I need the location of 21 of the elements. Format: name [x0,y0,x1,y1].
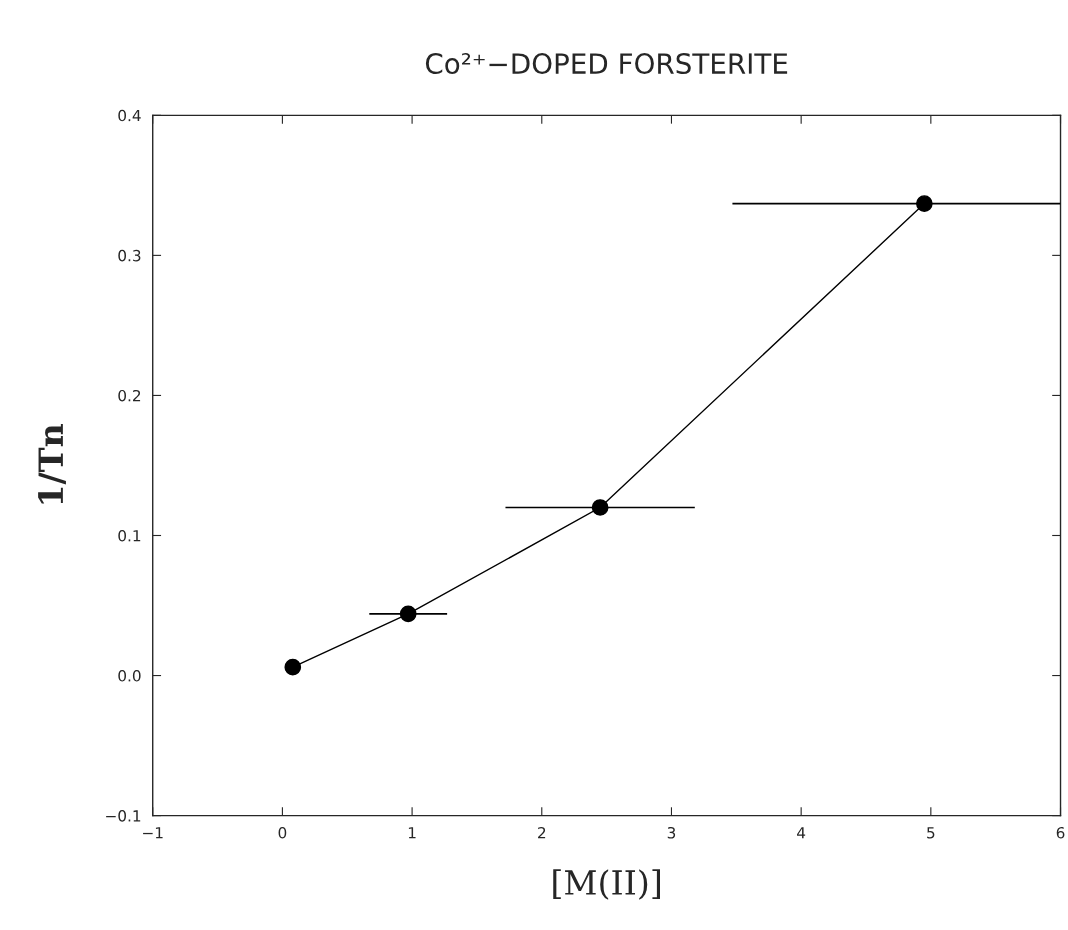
x-tick-label: 1 [408,827,416,839]
y-tick-label: 0.2 [118,389,141,402]
x-tick-label: 0 [278,826,287,839]
x-tick-label: 6 [1056,826,1065,839]
point [916,195,933,212]
x-tick-label: −1 [143,827,163,839]
x-tick-label: 3 [667,826,676,839]
y-tick-label: 0.0 [118,670,141,682]
y-tick-label: 0.4 [118,109,141,122]
y-tick-label: 0.3 [118,249,141,262]
y-axis-title: 1/Tn [38,424,66,504]
point [284,658,302,676]
chart-title: Co²⁺−DOPED FORSTERITE [425,53,788,75]
x-axis-title: [M(II)] [553,869,660,900]
y-tick-label: 0.1 [118,529,141,542]
x-tick-label: 2 [538,826,546,839]
x-tick-label: 4 [797,827,806,839]
y-tick-label: −0.1 [106,810,141,822]
point [591,499,609,516]
x-tick-label: 5 [927,827,935,839]
point [399,605,417,623]
